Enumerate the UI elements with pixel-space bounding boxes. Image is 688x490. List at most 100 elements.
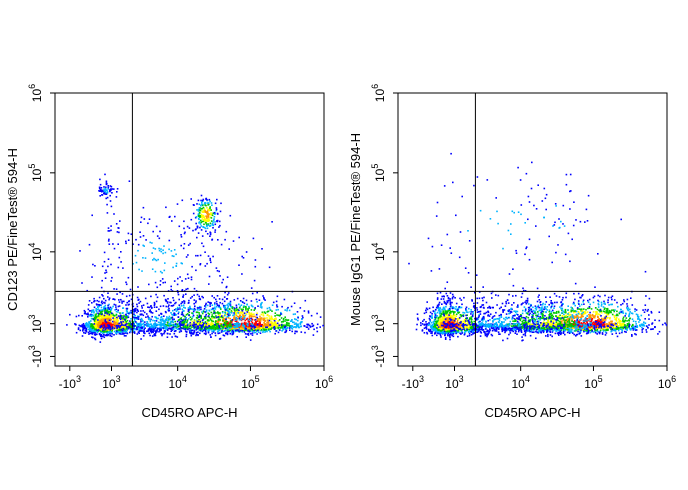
- event: [291, 330, 293, 333]
- event: [233, 312, 235, 314]
- event: [169, 325, 171, 328]
- event: [133, 309, 136, 311]
- event: [223, 327, 225, 329]
- event: [95, 320, 97, 322]
- event: [116, 188, 119, 190]
- event: [242, 326, 244, 329]
- event: [222, 327, 224, 329]
- event: [190, 332, 192, 335]
- event: [448, 334, 451, 337]
- event: [255, 328, 257, 330]
- event: [291, 319, 293, 321]
- event: [91, 276, 93, 278]
- event: [245, 336, 247, 338]
- event: [162, 252, 164, 255]
- event: [211, 238, 214, 241]
- event: [89, 326, 92, 329]
- event: [212, 224, 214, 226]
- event: [142, 335, 145, 337]
- event: [204, 311, 206, 313]
- x-tick-label: 105: [241, 374, 259, 391]
- event: [212, 227, 214, 229]
- event: [112, 316, 115, 318]
- event: [178, 323, 180, 325]
- event: [117, 311, 119, 313]
- event: [275, 317, 277, 320]
- event: [465, 311, 468, 313]
- event: [87, 308, 90, 311]
- event: [183, 323, 185, 326]
- event: [172, 321, 174, 324]
- event: [218, 306, 221, 309]
- event: [234, 309, 236, 312]
- event: [282, 327, 285, 330]
- event: [115, 324, 118, 327]
- event: [217, 239, 219, 241]
- event: [101, 310, 103, 312]
- event: [209, 207, 211, 210]
- event: [110, 315, 112, 318]
- event: [285, 329, 288, 332]
- event: [212, 219, 215, 221]
- event: [237, 329, 240, 331]
- event: [110, 225, 112, 227]
- event: [286, 324, 289, 326]
- event: [201, 325, 203, 327]
- event: [293, 302, 296, 304]
- event: [147, 306, 149, 308]
- event: [124, 323, 127, 326]
- event: [101, 315, 104, 317]
- event: [221, 325, 223, 328]
- event: [184, 315, 186, 318]
- event: [434, 310, 436, 313]
- event: [239, 305, 241, 308]
- event: [164, 319, 166, 322]
- event: [145, 330, 148, 333]
- event: [269, 308, 271, 311]
- event: [189, 316, 192, 318]
- event: [124, 330, 126, 333]
- event: [189, 324, 192, 327]
- event: [139, 330, 142, 332]
- event: [147, 330, 149, 332]
- event: [144, 297, 147, 300]
- event: [248, 321, 250, 323]
- event: [207, 331, 210, 334]
- event: [206, 326, 209, 329]
- event: [161, 278, 164, 280]
- event: [224, 312, 227, 315]
- event: [183, 306, 185, 309]
- event: [526, 324, 528, 326]
- event: [255, 324, 257, 327]
- event: [236, 330, 238, 332]
- event: [226, 327, 228, 330]
- event: [201, 201, 203, 204]
- event: [138, 329, 140, 331]
- event: [290, 326, 292, 329]
- event: [243, 316, 246, 318]
- event: [443, 302, 446, 304]
- event: [160, 319, 163, 321]
- event: [175, 324, 178, 327]
- event: [159, 318, 162, 321]
- event: [196, 324, 199, 326]
- event: [196, 311, 199, 314]
- event: [112, 305, 114, 308]
- event: [94, 317, 97, 320]
- event: [236, 325, 239, 327]
- event: [99, 195, 101, 197]
- event: [485, 321, 487, 323]
- event: [93, 320, 96, 322]
- event: [274, 323, 277, 326]
- event: [439, 306, 441, 309]
- event: [437, 332, 439, 335]
- event: [420, 324, 422, 327]
- event: [137, 243, 140, 246]
- event: [268, 319, 271, 322]
- event: [140, 216, 143, 219]
- event: [120, 317, 123, 319]
- event: [228, 302, 231, 305]
- event: [129, 320, 131, 322]
- event: [199, 298, 202, 301]
